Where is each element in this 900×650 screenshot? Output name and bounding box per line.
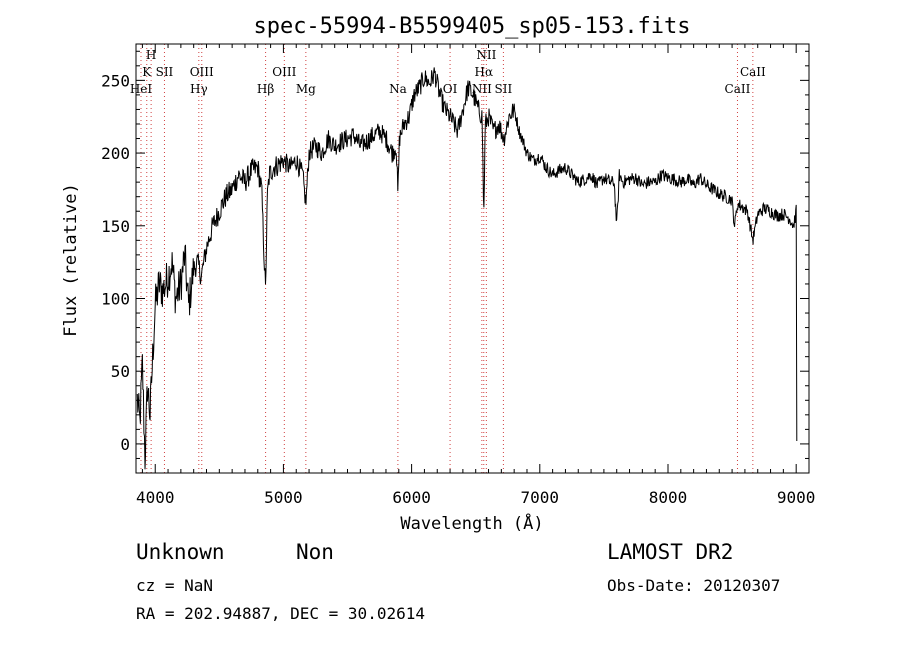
spectrum-series-line [136, 67, 798, 470]
spectral-line-label: NII [476, 48, 496, 62]
axis-ticks-layer: 4000 5000 6000 7000 8000 9000 0 50 100 150 200 250 [101, 44, 815, 507]
x-tick-label: 5000 [264, 488, 303, 507]
spectral-line-label: Mg [296, 82, 316, 96]
spectral-line-label: SII [495, 82, 513, 96]
x-tick-label: 6000 [392, 488, 431, 507]
spectral-line-label: OIII [272, 65, 296, 79]
spectral-line-label: NII [472, 82, 492, 96]
spectral-line-label: Na [389, 82, 407, 96]
survey-text: LAMOST DR2 [607, 540, 734, 564]
y-tick-label: 250 [101, 71, 130, 90]
spectral-line-label: CaII [725, 82, 751, 96]
y-tick-label: 50 [111, 362, 130, 381]
spectral-line-label: H [146, 48, 156, 62]
spectral-line-label: OIII [190, 65, 214, 79]
y-axis-label: Flux (relative) [61, 183, 81, 337]
spectral-line-label: HeI [130, 82, 153, 96]
spectral-line-label: SII [156, 65, 174, 79]
subclass-text: Non [296, 540, 334, 564]
y-tick-label: 150 [101, 217, 130, 236]
plot-frame [135, 43, 810, 474]
y-tick-label: 200 [101, 144, 130, 163]
classification-text: Unknown [136, 540, 225, 564]
spectral-line-label: Hγ [190, 82, 208, 96]
chart-title: spec-55994-B5599405_sp05-153.fits [253, 14, 690, 39]
x-tick-label: 9000 [777, 488, 816, 507]
x-tick-label: 7000 [521, 488, 560, 507]
spectral-line-label: K [142, 65, 152, 79]
redshift-text: cz = NaN [136, 576, 214, 595]
x-tick-label: 8000 [649, 488, 688, 507]
x-axis-label: Wavelength (Å) [400, 512, 543, 534]
series-layer [136, 67, 798, 470]
spectral-line-label: Hβ [257, 82, 274, 96]
y-tick-label: 0 [120, 435, 130, 454]
spectral-line-label: OI [443, 82, 458, 96]
coordinates-text: RA = 202.94887, DEC = 30.02614 [136, 604, 425, 623]
obs-date-text: Obs-Date: 20120307 [607, 576, 781, 595]
spectral-line-label: Hα [474, 65, 493, 79]
y-tick-label: 100 [101, 289, 130, 308]
spectral-line-label: CaII [740, 65, 766, 79]
x-tick-label: 4000 [136, 488, 175, 507]
